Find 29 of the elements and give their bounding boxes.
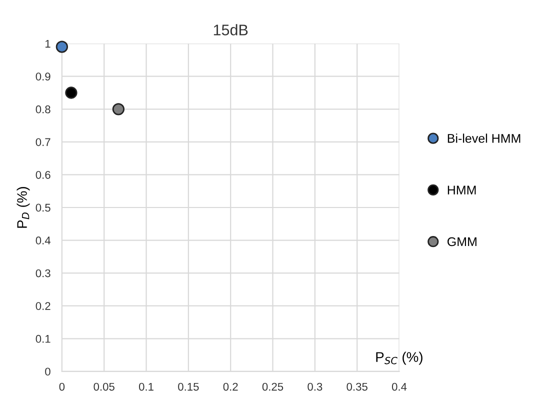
x-tick-label: 0.2 (223, 382, 238, 391)
y-tick-label: 0.2 (36, 302, 50, 310)
chart-title: 15dB (214, 24, 248, 36)
legend-label: Bi-level HMM (448, 134, 520, 143)
x-tick-label: 0.1 (138, 382, 154, 391)
y-tick-label: 0.8 (36, 105, 50, 114)
x-tick-label: 0 (59, 382, 65, 391)
y-tick-label: 0 (45, 368, 50, 376)
x-tick-label: 0.4 (392, 382, 407, 391)
x-tick-label: 0.15 (178, 382, 199, 391)
x-tick-label: 0.25 (262, 382, 284, 391)
x-tick-label: 0.35 (346, 382, 368, 391)
y-axis-title: P$_{D}$ (%) (16, 187, 30, 228)
x-tick-label: 0.05 (94, 382, 114, 391)
legend-label: HMM (448, 186, 476, 194)
y-tick-label: 0.5 (36, 204, 50, 212)
point (112, 103, 125, 116)
y-tick-label: 0.1 (36, 334, 50, 343)
y-tick-label: 0.7 (36, 138, 50, 146)
y-tick-label: 0.3 (36, 269, 50, 278)
y-tick-label: 1 (45, 40, 50, 48)
legend-label: GMM (448, 237, 476, 246)
point (56, 40, 68, 53)
y-tick-label: 0.9 (36, 72, 50, 80)
x-axis-title: P$_{SC}$ (%) (376, 352, 422, 365)
y-tick-label: 0.4 (36, 236, 50, 244)
y-tick-label: 0.6 (36, 170, 50, 179)
x-tick-label: 0.3 (308, 382, 322, 391)
point (65, 86, 78, 99)
